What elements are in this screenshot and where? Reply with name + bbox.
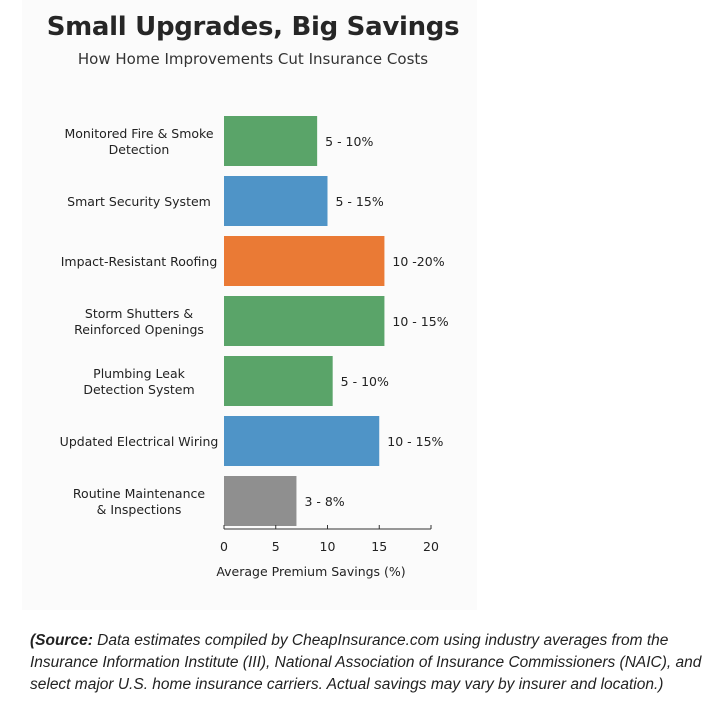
source-note: (Source: Data estimates compiled by Chea… [30,630,702,696]
bar-chart: 5 - 10% Monitored Fire & Smoke Detection 5 … [60,116,449,579]
bar [224,116,318,166]
category-label: Storm Shutters & Reinforced Openings [74,306,204,337]
x-tick-label: 5 [272,539,280,554]
bar-value-label: 10 - 15% [392,314,448,329]
category-label: Updated Electrical Wiring [60,434,219,449]
bar [224,296,385,346]
x-tick-label: 20 [423,539,439,554]
category-label: Impact-Resistant Roofing [61,254,218,269]
x-tick-label: 0 [220,539,228,554]
bar-value-label: 5 - 10% [341,374,389,389]
source-prefix: (Source: [30,632,93,649]
category-label: Plumbing Leak Detection System [83,366,194,397]
category-label: Monitored Fire & Smoke Detection [64,126,213,157]
bar [224,176,328,226]
x-tick-label: 15 [371,539,387,554]
bar-value-label: 3 - 8% [304,494,344,509]
chart-subtitle: How Home Improvements Cut Insurance Cost… [77,50,429,68]
bar [224,416,380,466]
bar-value-label: 10 -20% [392,254,444,269]
bar-value-label: 5 - 10% [325,134,373,149]
category-label: Smart Security System [67,194,211,209]
bar [224,236,385,286]
bar [224,476,297,526]
category-label: Routine Maintenance & Inspections [73,486,205,517]
bar-value-label: 5 - 15% [336,194,384,209]
x-tick-label: 10 [320,539,336,554]
x-axis-title: Average Premium Savings (%) [216,564,405,579]
bar-value-label: 10 - 15% [387,434,443,449]
source-text: Data estimates compiled by CheapInsuranc… [30,632,702,693]
chart-title: Small Upgrades, Big Savings [46,12,460,42]
bar [224,356,333,406]
